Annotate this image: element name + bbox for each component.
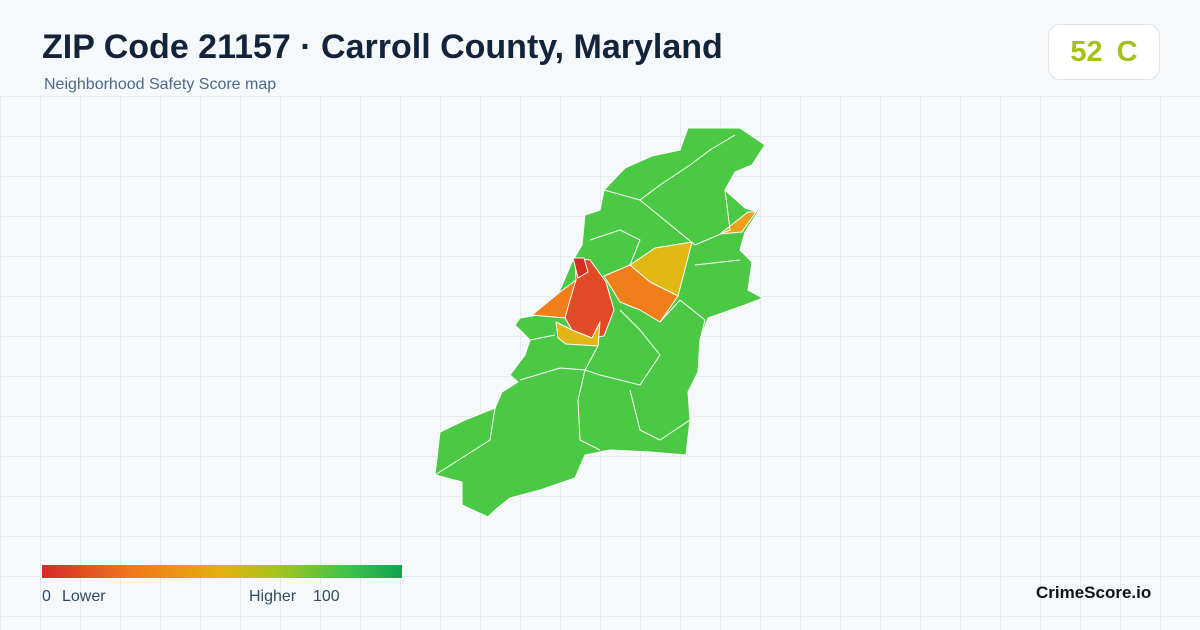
region	[555, 321, 601, 347]
subtitle: Neighborhood Safety Score map	[44, 76, 277, 93]
brand: CrimeScore.io	[1036, 583, 1152, 602]
boundary	[529, 334, 556, 341]
boundary	[659, 299, 706, 341]
region	[719, 211, 757, 235]
neighborhoods	[434, 127, 766, 518]
legend-max: 100	[313, 588, 340, 605]
title: ZIP Code 21157 · Carroll County, Marylan…	[42, 28, 723, 66]
legend-max-label: Higher	[249, 588, 297, 605]
region	[572, 257, 589, 279]
boundary	[629, 389, 691, 441]
legend-min-label: Lower	[62, 588, 106, 605]
boundary	[589, 229, 641, 266]
score-grade: C	[1116, 35, 1138, 68]
legend-gradient	[42, 565, 402, 578]
score-badge: 52 C	[1048, 24, 1160, 80]
boundary	[603, 134, 736, 201]
legend-min: 0	[42, 588, 51, 605]
boundary	[694, 259, 741, 266]
boundary	[434, 407, 496, 476]
score-value: 52	[1070, 35, 1103, 68]
region	[531, 279, 577, 319]
region	[603, 264, 679, 323]
boundary	[639, 189, 731, 246]
boundary	[519, 367, 601, 451]
